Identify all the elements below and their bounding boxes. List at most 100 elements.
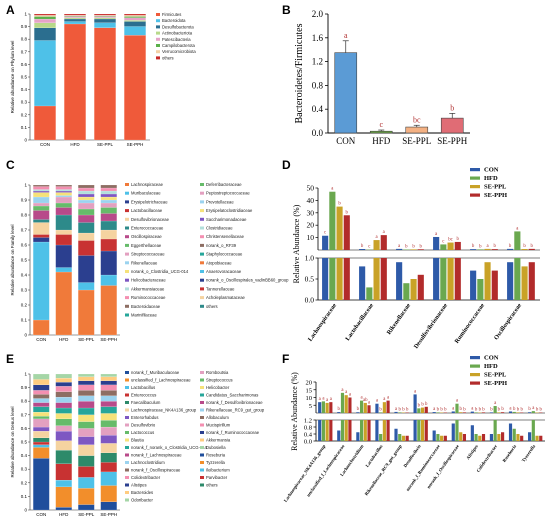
legend-swatch — [200, 483, 204, 487]
bar-lower — [451, 423, 455, 441]
legend-swatch — [125, 446, 129, 449]
stacked-bar-segment — [100, 285, 117, 336]
legend-swatch — [200, 217, 204, 221]
significance-letter: a — [331, 187, 334, 192]
legend-label: Enterorhabdus — [131, 415, 158, 420]
y-tick-label: 10 — [306, 395, 313, 402]
legend-swatch — [200, 252, 204, 256]
bar-upper — [433, 236, 440, 250]
bar-upper — [493, 406, 497, 413]
stacked-bar-segment — [78, 240, 95, 256]
y-axis-title: Relative abundance on Genus level — [10, 406, 15, 477]
panel-e-genus-chart: 0 0.1 0.2 0.3 0.4 0.5 0.6 0.7 0.8 0.9 1 Relative ab… — [10, 370, 265, 517]
legend-swatch — [125, 378, 129, 382]
bar-upper — [501, 412, 505, 413]
bar-upper — [325, 402, 329, 413]
legend-label: Erysipelotrichaceae — [131, 199, 168, 204]
stacked-bar-segment — [78, 477, 95, 489]
bar-lower — [459, 432, 463, 441]
stacked-bar-segment — [78, 202, 95, 210]
bar-lower — [497, 434, 501, 441]
y-tick-label: 0.1 — [21, 494, 28, 499]
panel-letter-e: E — [6, 352, 14, 366]
legend-label: Roseburia — [206, 453, 226, 458]
stacked-bar-segment — [94, 16, 116, 18]
stacked-bar-segment — [34, 18, 56, 23]
y-tick-label: 0.6 — [21, 62, 28, 67]
bar-upper — [497, 412, 501, 413]
significance-letter: b — [490, 407, 493, 412]
legend-swatch — [200, 261, 204, 265]
legend-swatch — [125, 313, 129, 317]
legend-label: norank_o_Clostridia_UCG-014 — [131, 269, 189, 274]
stacked-bar-segment — [78, 414, 95, 422]
bar-upper — [470, 249, 477, 250]
significance-letter: b — [531, 244, 534, 249]
stacked-bar-segment — [33, 237, 50, 243]
y-tick-label: 1.2 — [304, 418, 312, 425]
bar-lower — [318, 420, 322, 441]
stacked-bar-segment — [100, 220, 117, 231]
stacked-bar-segment — [33, 418, 50, 428]
legend-label: Oscillospiraceae — [131, 234, 162, 239]
bar-upper — [396, 248, 403, 250]
legend-swatch — [125, 476, 129, 479]
legend-swatch — [200, 386, 204, 389]
bar-lower — [493, 420, 497, 441]
stacked-bar-segment — [33, 458, 50, 511]
stacked-bar-segment — [94, 27, 116, 141]
stacked-bar-segment — [100, 373, 117, 377]
legend-label: Mucispirillum — [206, 423, 231, 428]
stacked-bar-segment — [33, 196, 50, 204]
y-tick-label: 0.8 — [21, 37, 28, 42]
legend-swatch — [125, 296, 129, 300]
bar-lower — [382, 420, 386, 441]
y-tick-label: 0.9 — [21, 24, 28, 29]
bar-upper — [481, 412, 486, 413]
significance-letter: b — [479, 244, 482, 249]
stacked-bar-segment — [55, 244, 72, 268]
legend-label: Tannerellaceae — [206, 286, 235, 291]
significance-letter: b — [513, 407, 516, 412]
bar-upper — [373, 240, 380, 250]
stacked-bar-segment — [94, 15, 116, 16]
legend-swatch — [125, 252, 129, 256]
legend-label: Akkermansiaceae — [131, 286, 165, 291]
legend-label: Atopobiaceae — [206, 260, 232, 265]
legend-swatch — [125, 287, 129, 291]
stacked-bar-segment — [33, 319, 50, 336]
bar-upper — [417, 408, 421, 413]
x-tick-label: SE-PPL — [402, 136, 431, 146]
x-tick-label: CON — [36, 512, 46, 517]
stacked-bar-segment — [100, 229, 117, 240]
legend-swatch — [125, 453, 129, 457]
bar-upper — [436, 412, 440, 413]
bar-upper — [470, 411, 474, 413]
legend-label: Desulfobacterota — [162, 24, 194, 29]
stacked-bar-segment — [78, 232, 95, 241]
legend-swatch — [125, 416, 129, 419]
stacked-bar-segment — [100, 376, 117, 381]
stacked-bar-segment — [100, 238, 117, 252]
significance-letter: b — [472, 244, 475, 249]
legend-swatch — [125, 191, 129, 195]
x-category-label: Desulfovibrionaceae — [413, 302, 450, 350]
legend-label: Deferribacteraceae — [206, 182, 242, 187]
y-axis-title: Relative Abundance (%) — [292, 204, 301, 283]
stacked-bar-segment — [55, 207, 72, 216]
bar-upper — [459, 412, 463, 413]
bar-upper — [420, 407, 425, 413]
significance-letter: b — [437, 407, 440, 412]
stacked-bar-segment — [100, 274, 117, 286]
stacked-bar-segment — [100, 196, 117, 201]
significance-letter: b — [459, 407, 462, 412]
bar-lower — [521, 266, 528, 300]
stacked-bar-segment — [100, 471, 117, 486]
legend-label: Ileibacterium — [206, 468, 230, 473]
significance-letter: b — [338, 407, 341, 412]
stacked-bar-segment — [34, 105, 56, 141]
bar-upper — [394, 411, 398, 413]
x-category-label: Oscillospiraceae — [493, 302, 524, 341]
bar-lower — [454, 258, 461, 300]
stacked-bar-segment — [78, 407, 95, 415]
